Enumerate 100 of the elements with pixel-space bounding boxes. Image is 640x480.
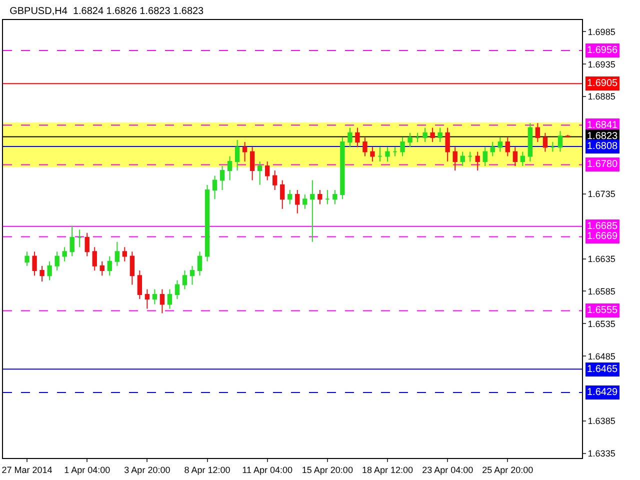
candlestick: [280, 180, 285, 210]
ref-line-label: 1.6956: [587, 45, 618, 56]
x-tick-label: 25 Apr 20:00: [482, 464, 534, 475]
candlestick: [24, 251, 30, 266]
candlestick: [385, 146, 390, 162]
candlestick: [32, 251, 37, 276]
candlestick: [520, 151, 526, 166]
candlestick: [468, 151, 472, 162]
candlestick: [355, 127, 360, 148]
candlestick: [325, 190, 330, 205]
ref-line-label: 1.6780: [587, 159, 618, 170]
candlestick: [512, 146, 518, 166]
x-tick-label: 27 Mar 2014: [2, 464, 52, 475]
candlestick: [362, 136, 368, 157]
ref-line-label: 1.6465: [587, 364, 618, 375]
y-tick-label: 1.6935: [588, 59, 616, 70]
ref-line-label: 1.6823: [587, 131, 618, 142]
x-tick-label: 15 Apr 20:00: [302, 464, 353, 475]
candlestick: [144, 288, 150, 310]
candlestick: [265, 160, 270, 181]
candlestick: [212, 175, 218, 200]
ref-line-label: 1.6685: [587, 221, 618, 232]
candlestick: [490, 141, 495, 157]
candlestick: [452, 146, 458, 172]
candlestick: [348, 127, 352, 148]
candlestick: [114, 241, 120, 266]
y-tick-label: 1.6335: [588, 448, 616, 459]
candlestick: [152, 288, 158, 305]
candlestick: [550, 141, 556, 152]
y-tick-label: 1.6885: [588, 92, 616, 102]
candlestick: [62, 246, 67, 262]
candlestick: [190, 265, 195, 286]
x-tick-label: 18 Apr 12:00: [362, 464, 414, 475]
y-tick-label: 1.6635: [588, 254, 616, 264]
candlestick: [422, 127, 428, 142]
candlestick: [174, 280, 180, 300]
candlestick: [100, 260, 104, 276]
x-tick-label: 1 Apr 04:00: [64, 464, 110, 475]
candlestick: [415, 132, 420, 142]
ref-line-label: 1.6555: [587, 305, 618, 316]
candlestick: [370, 146, 375, 162]
x-tick-label: 8 Apr 12:00: [184, 464, 230, 475]
candlestick: [40, 265, 44, 282]
candlestick: [332, 190, 338, 205]
candlestick: [92, 246, 97, 271]
candlestick: [77, 229, 82, 248]
candlestick: [250, 146, 255, 181]
candlestick: [535, 122, 540, 142]
candlestick: [160, 288, 165, 314]
candlestick: [70, 225, 74, 257]
chart-title: GBPUSD,H4 1.6824 1.6826 1.6823 1.6823: [10, 6, 204, 18]
ref-line-label: 1.6808: [587, 141, 618, 152]
y-tick-label: 1.6485: [588, 351, 616, 362]
candlestick: [482, 146, 488, 166]
ref-line-label: 1.6841: [587, 120, 618, 131]
candlestick: [558, 130, 563, 152]
x-tick-label: 3 Apr 20:00: [124, 464, 170, 475]
candlestick: [318, 190, 322, 205]
candlestick: [107, 256, 112, 276]
candlestick: [498, 136, 502, 152]
y-tick-label: 1.6985: [588, 26, 616, 37]
candlestick: [378, 146, 382, 162]
candlestick: [54, 251, 60, 271]
candlestick: [505, 136, 510, 157]
candlestick: [204, 184, 210, 262]
candlestick: [182, 270, 188, 290]
candlestick: [340, 136, 345, 200]
candlestick: [392, 146, 398, 157]
candlestick: [295, 190, 300, 214]
candlestick: [242, 141, 248, 162]
ref-line-label: 1.6429: [587, 387, 618, 398]
x-tick-label: 23 Apr 04:00: [422, 464, 474, 475]
candlestick: [130, 251, 135, 286]
candlestick: [234, 140, 240, 172]
candlestick: [430, 127, 435, 142]
candlestick: [565, 134, 570, 138]
candlestick: [408, 132, 412, 148]
candlestick: [272, 170, 278, 191]
candlestick: [528, 122, 533, 162]
candlestick: [197, 251, 202, 276]
candlestick: [542, 132, 548, 152]
candlestick: [257, 160, 262, 186]
candlestick: [84, 232, 90, 257]
candlestick: [137, 270, 142, 300]
candlestick: [438, 127, 442, 142]
candlestick: [310, 180, 315, 242]
ref-line-label: 1.6905: [587, 78, 618, 89]
y-tick-label: 1.6385: [588, 416, 616, 426]
candlestick: [445, 127, 450, 162]
candlestick: [227, 156, 232, 181]
candlestick: [288, 190, 292, 205]
candlestick: [47, 260, 52, 281]
y-tick-label: 1.6535: [588, 318, 616, 329]
candlestick: [302, 194, 308, 210]
candlestick: [475, 151, 480, 172]
candlestick: [460, 151, 465, 166]
candlestick: [122, 246, 127, 262]
candlestick: [167, 288, 172, 310]
y-tick-label: 1.6585: [588, 286, 616, 296]
ref-line-label: 1.6669: [587, 231, 618, 242]
